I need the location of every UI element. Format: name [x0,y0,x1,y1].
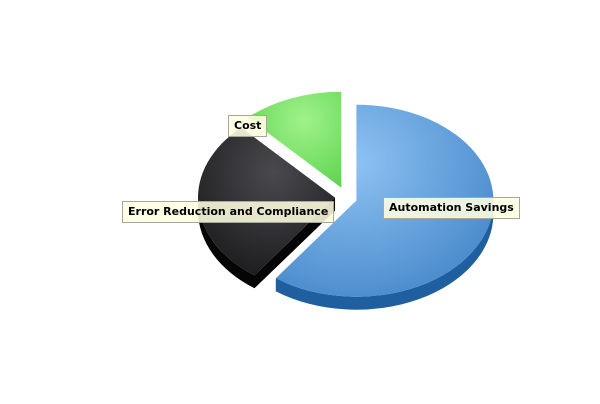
pie-slice-side-1 [198,197,255,289]
pie-slice-side-0 [275,200,494,310]
pie-slice-cost [247,91,342,188]
slice-label-automation-savings: Automation Savings [383,197,520,219]
slice-label-error-reduction-and-compliance: Error Reduction and Compliance [122,201,335,223]
slice-label-cost: Cost [228,115,268,137]
